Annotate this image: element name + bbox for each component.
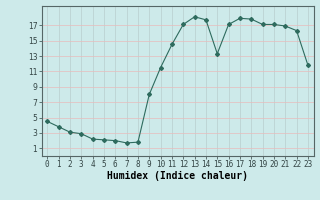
X-axis label: Humidex (Indice chaleur): Humidex (Indice chaleur)	[107, 171, 248, 181]
